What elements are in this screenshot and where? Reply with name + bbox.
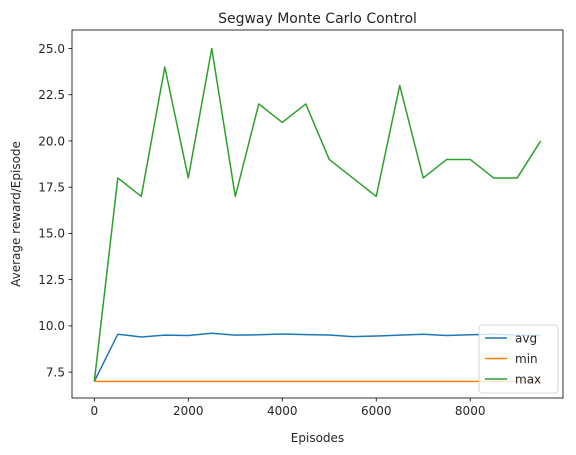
x-tick-label: 2000 [173, 404, 204, 418]
legend-label-avg: avg [515, 331, 537, 345]
x-tick-label: 6000 [361, 404, 392, 418]
legend: avg min max [478, 324, 559, 394]
y-tick-label: 25.0 [38, 42, 65, 56]
y-tick-label: 7.5 [46, 365, 65, 379]
series-line-max [93, 47, 542, 382]
x-axis-label: Episodes [291, 431, 344, 445]
x-tick-label: 8000 [455, 404, 486, 418]
legend-box [478, 324, 559, 394]
y-tick-label: 20.0 [38, 134, 65, 148]
series-layer [93, 47, 542, 383]
x-tick-label: 4000 [267, 404, 298, 418]
y-axis-ticks: 7.5 10.0 12.5 15.0 17.5 20.0 22.5 25.0 [38, 42, 72, 379]
legend-label-max: max [515, 372, 541, 386]
y-tick-label: 15.0 [38, 227, 65, 241]
y-tick-label: 17.5 [38, 180, 65, 194]
y-axis-label: Average reward/Episode [9, 141, 23, 287]
plot-frame [71, 29, 564, 399]
chart-title: Segway Monte Carlo Control [218, 11, 417, 27]
legend-label-min: min [515, 352, 538, 366]
y-tick-label: 22.5 [38, 88, 65, 102]
y-tick-label: 10.0 [38, 319, 65, 333]
y-tick-label: 12.5 [38, 273, 65, 287]
x-tick-label: 0 [90, 404, 98, 418]
series-line-avg [93, 332, 541, 382]
x-axis-ticks: 0 2000 4000 6000 8000 [90, 398, 485, 418]
